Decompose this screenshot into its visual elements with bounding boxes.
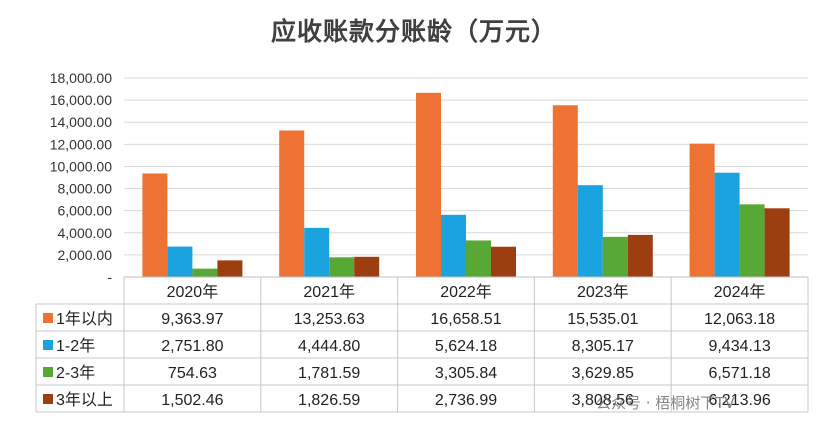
y-tick-label: 8,000.00	[58, 181, 113, 197]
bar	[714, 172, 740, 277]
bar	[142, 173, 168, 277]
y-axis: - 2,000.00 4,000.00 6,000.00 8,000.00 10,000.…	[50, 70, 113, 285]
data-label: 16,658.51	[430, 311, 501, 328]
y-tick-label: 18,000.00	[50, 70, 112, 86]
watermark: 公众号 · 梧桐树下TV	[596, 394, 735, 412]
data-label: 8,305.17	[572, 338, 634, 355]
x-tick-label: 2021年	[303, 283, 355, 301]
legend-swatch	[43, 313, 53, 323]
data-label: 6,571.18	[708, 365, 770, 382]
bar	[689, 143, 715, 277]
data-label: 5,624.18	[435, 338, 497, 355]
bar	[329, 257, 355, 277]
data-label: 6,213.96	[708, 392, 770, 409]
data-label: 12,063.18	[704, 311, 775, 328]
legend-label: 1-2年	[56, 337, 95, 355]
bar	[764, 208, 790, 277]
data-label: 15,535.01	[567, 311, 638, 328]
data-label: 3,808.56	[572, 392, 634, 409]
y-tick-label: 2,000.00	[58, 247, 113, 263]
bar	[304, 227, 330, 277]
y-tick-label: 10,000.00	[50, 158, 112, 174]
x-tick-label: 2023年	[577, 283, 629, 301]
data-label: 1,502.46	[161, 392, 223, 409]
data-label: 754.63	[168, 365, 217, 382]
legend-swatch	[43, 394, 53, 404]
y-tick-label: 4,000.00	[58, 225, 113, 241]
bar	[577, 185, 603, 277]
y-tick-label: 16,000.00	[50, 92, 112, 108]
bar	[354, 256, 380, 277]
data-label: 9,434.13	[708, 338, 770, 355]
data-label: 3,305.84	[435, 365, 497, 382]
y-tick-label: 6,000.00	[58, 203, 113, 219]
bar	[466, 240, 491, 277]
data-label: 2,751.80	[161, 338, 223, 355]
bar	[279, 130, 305, 277]
chart-title: 应收账款分账龄（万元）	[270, 17, 557, 46]
legend-label: 2-3年	[56, 364, 95, 382]
bar	[602, 236, 628, 277]
data-table: 2020年 2021年 2022年 2023年 2024年 1年以内 9,363.97 13,…	[35, 276, 809, 413]
bar	[416, 92, 441, 277]
data-label: 2,736.99	[435, 392, 497, 409]
y-tick-label: 14,000.00	[50, 114, 112, 130]
x-tick-label: 2024年	[714, 283, 766, 301]
bar	[192, 268, 218, 277]
legend-label: 1年以内	[56, 310, 113, 328]
bar	[167, 246, 193, 277]
bar	[739, 204, 765, 277]
data-label: 9,363.97	[161, 311, 223, 328]
data-label: 1,826.59	[298, 392, 360, 409]
bar	[217, 260, 243, 277]
bar	[441, 214, 466, 277]
bar	[552, 105, 578, 277]
bars	[142, 92, 790, 277]
bar	[491, 246, 516, 277]
data-label: 3,629.85	[572, 365, 634, 382]
data-label: 1,781.59	[298, 365, 360, 382]
x-tick-label: 2020年	[167, 283, 219, 301]
data-label: 4,444.80	[298, 338, 360, 355]
legend-label: 3年以上	[56, 391, 113, 409]
x-tick-label: 2022年	[440, 283, 492, 301]
legend-swatch	[43, 340, 53, 350]
data-label: 13,253.63	[294, 311, 365, 328]
y-tick-label: -	[107, 269, 112, 285]
bar	[627, 234, 653, 277]
legend-swatch	[43, 367, 53, 377]
y-tick-label: 12,000.00	[50, 136, 112, 152]
